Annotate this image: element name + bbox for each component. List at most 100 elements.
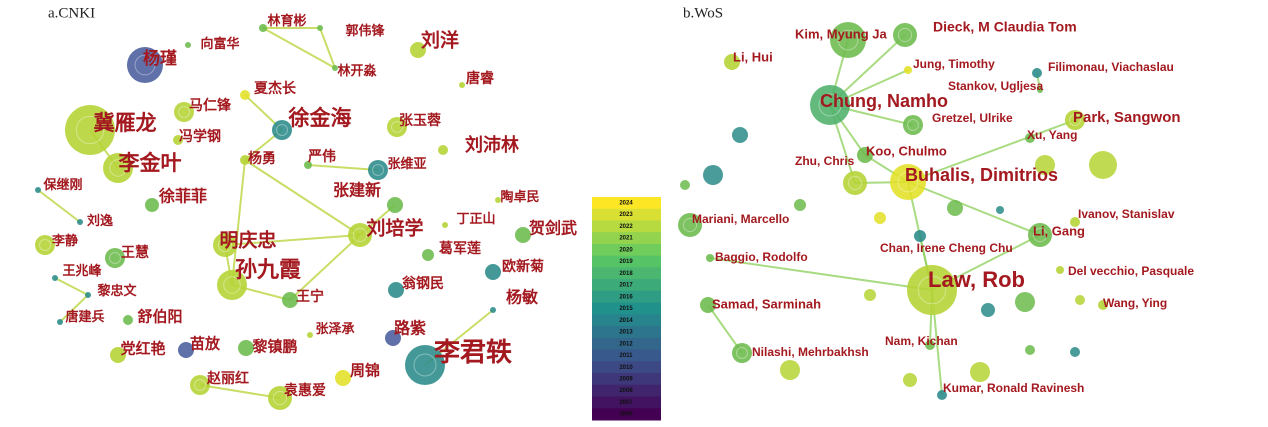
node-label: 徐菲菲 (158, 187, 207, 206)
node (268, 386, 292, 410)
node-label: 刘沛林 (465, 134, 519, 155)
node-ring (178, 106, 190, 118)
node (490, 307, 496, 313)
legend-label: 2008 (619, 388, 633, 394)
node (1065, 110, 1085, 130)
node (272, 120, 292, 140)
node-label: 刘培学 (366, 216, 423, 239)
node-label: 黎忠文 (97, 283, 137, 298)
edge (231, 159, 246, 286)
node (145, 198, 159, 212)
legend-label: 2013 (619, 330, 633, 336)
legend-swatch (592, 302, 661, 315)
node (732, 127, 748, 143)
node-label: 马仁锋 (189, 97, 232, 114)
node-ring (109, 159, 127, 177)
node-label: 周锦 (350, 361, 380, 379)
node-ring (847, 175, 863, 191)
node (213, 233, 237, 257)
node-label: 唐建兵 (65, 309, 104, 324)
node-label: 杨敏 (506, 288, 539, 307)
panel-label: b.WoS (683, 5, 723, 21)
node (77, 219, 83, 225)
node-label: 冀雁龙 (94, 111, 157, 135)
legend-label: 2011 (619, 353, 633, 359)
node (864, 289, 876, 301)
node (335, 370, 351, 386)
node-label: 刘洋 (421, 28, 459, 51)
node (893, 23, 917, 47)
node-ring (391, 121, 403, 133)
node-label: 黎镇鹏 (252, 337, 297, 355)
edge (244, 159, 361, 236)
node (332, 65, 338, 71)
legend-label: 2023 (619, 212, 633, 218)
node-ring (372, 164, 384, 176)
legend-label: 2012 (619, 341, 633, 347)
node (1015, 292, 1035, 312)
node-label: Koo, Chulmo (866, 143, 947, 158)
node-ring (1032, 227, 1048, 243)
node-ring (907, 119, 919, 131)
node-label: 欧新菊 (502, 258, 544, 275)
node (1028, 223, 1052, 247)
node (903, 115, 923, 135)
legend-label: 2017 (619, 283, 633, 289)
node (185, 42, 191, 48)
node-label: Jung, Timothy (913, 57, 995, 71)
node (438, 145, 448, 155)
node (307, 332, 313, 338)
node-label: 冯学钢 (179, 128, 221, 145)
node (240, 90, 250, 100)
node-label: Filimonau, Viachaslau (1048, 60, 1174, 74)
node-ring (272, 390, 288, 406)
legend-label: 2006 (619, 412, 633, 418)
node-label: 保继刚 (42, 177, 82, 192)
node-ring (134, 54, 156, 76)
node (388, 282, 404, 298)
node-label: 党红艳 (120, 339, 165, 357)
node (282, 292, 298, 308)
node-label: Kim, Myung Ja (795, 26, 888, 41)
node-label: 李金叶 (118, 151, 182, 175)
node-label: 林开淼 (337, 63, 377, 78)
node (178, 342, 194, 358)
node-label: Ivanov, Stanislav (1078, 207, 1175, 221)
node (1056, 266, 1064, 274)
legend-swatch (592, 396, 661, 409)
edge (319, 27, 336, 69)
edge (289, 234, 361, 301)
node (706, 254, 714, 262)
node (57, 319, 63, 325)
node-ring (736, 347, 748, 359)
node (703, 165, 723, 185)
node (890, 164, 926, 200)
node (1075, 295, 1085, 305)
node-label: Li, Gang (1033, 223, 1085, 238)
node-label: 丁正山 (456, 211, 495, 226)
node (35, 235, 55, 255)
node-label: 明庆忠 (219, 228, 276, 251)
edge (224, 234, 361, 246)
node-label: Law, Rob (928, 267, 1025, 292)
node (387, 117, 407, 137)
node-label: Chung, Namho (820, 91, 948, 111)
node (240, 155, 250, 165)
node-label: Nam, Kichan (885, 334, 958, 348)
node (780, 360, 800, 380)
node-label: 翁钢民 (402, 275, 444, 292)
node-label: 郭伟锋 (345, 23, 385, 38)
node (810, 85, 850, 125)
node-ring (818, 93, 842, 117)
node (387, 197, 403, 213)
node (1089, 151, 1117, 179)
node-ring (276, 124, 288, 136)
node (700, 297, 716, 313)
legend-swatch (592, 361, 661, 374)
node-label: Zhu, Chris (795, 154, 855, 168)
node (127, 47, 163, 83)
node-label: Samad, Sarminah (712, 296, 821, 311)
node-label: 张玉蓉 (399, 112, 442, 129)
node (1037, 87, 1043, 93)
node-label: Baggio, Rodolfo (715, 250, 808, 264)
